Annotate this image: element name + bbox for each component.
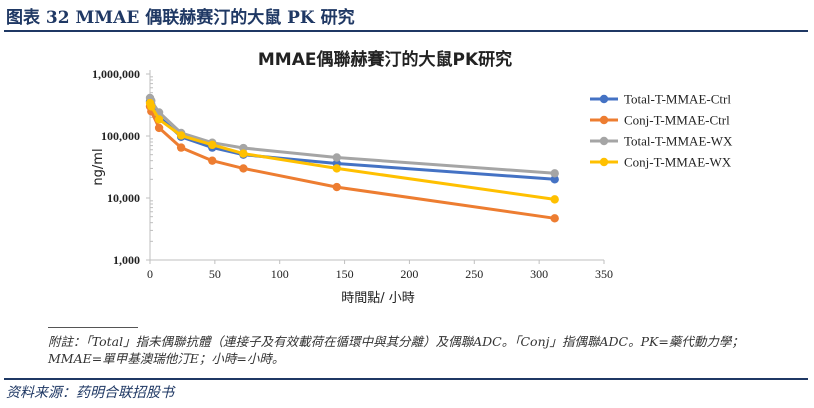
pk-line-chart: MMAE偶聯赫賽汀的大鼠PK研究 ng/ml 時間點/ 小時 1,000 10,0… [91, 49, 733, 306]
data-point-conj-t-mmae-wx [147, 102, 156, 111]
data-point-conj-t-mmae-wx [176, 131, 186, 140]
x-tick-label: 100 [271, 267, 289, 281]
y-tick-label: 10,000 [107, 191, 140, 205]
x-tick-label: 0 [147, 267, 153, 281]
data-point-conj-t-mmae-wx [154, 115, 164, 124]
chart-axes: 1,000 10,000 100,000 1,000,000 0 50 100 150 200 2… [92, 67, 613, 281]
data-point-conj-t-mmae-wx [332, 164, 341, 173]
legend-label-conj-t-mmae-wx: Conj-T-MMAE-WX [624, 155, 732, 170]
x-tick-label: 200 [400, 267, 418, 281]
legend-label-total-t-mmae-wx: Total-T-MMAE-WX [624, 134, 733, 149]
data-point-conj-t-mmae-wx [239, 149, 248, 158]
data-point-total-t-mmae-ctrl [550, 175, 559, 184]
x-tick-label: 300 [530, 267, 548, 281]
data-point-total-t-mmae-wx [332, 153, 341, 162]
source-divider [4, 378, 808, 380]
legend-marker-conj-t-mmae-ctrl [599, 115, 609, 125]
data-point-conj-t-mmae-wx [550, 195, 559, 204]
data-point-conj-t-mmae-ctrl [176, 143, 186, 152]
legend-label-conj-t-mmae-ctrl: Conj-T-MMAE-Ctrl [624, 113, 730, 128]
x-tick-label: 250 [465, 267, 483, 281]
x-axis-label: 時間點/ 小時 [341, 291, 415, 306]
data-point-conj-t-mmae-ctrl [208, 156, 217, 165]
data-point-conj-t-mmae-wx [208, 140, 217, 150]
legend-marker-total-t-mmae-wx [599, 136, 609, 146]
legend-label-total-t-mmae-ctrl: Total-T-MMAE-Ctrl [624, 92, 731, 107]
y-tick-label: 100,000 [101, 129, 140, 143]
data-point-total-t-mmae-wx [550, 169, 559, 178]
y-tick-label: 1,000 [113, 253, 140, 267]
x-tick-label: 150 [336, 267, 354, 281]
source-text: 资料来源：药明合联招股书 [6, 385, 174, 401]
chart-title: MMAE偶聯赫賽汀的大鼠PK研究 [258, 49, 512, 70]
footnote: 附註：「Total」指未偶聯抗體（連接子及有效載荷在循環中與其分離）及偶聯ADC… [48, 334, 744, 366]
chart-legend: Total-T-MMAE-Ctrl Conj-T-MMAE-Ctrl Total-T… [590, 92, 733, 170]
figure-title: 图表 32 MMAE 偶联赫赛汀的大鼠 PK 研究 [6, 8, 355, 28]
x-tick-label: 350 [595, 267, 613, 281]
data-point-conj-t-mmae-ctrl [550, 214, 559, 223]
legend-marker-total-t-mmae-ctrl [599, 94, 609, 104]
data-point-conj-t-mmae-ctrl [332, 182, 341, 192]
series-layer [145, 93, 559, 223]
y-axis-label: ng/ml [91, 148, 106, 185]
legend-marker-conj-t-mmae-wx [599, 157, 609, 167]
y-tick-label: 1,000,000 [92, 67, 140, 81]
data-point-conj-t-mmae-ctrl [239, 164, 248, 173]
data-point-conj-t-mmae-ctrl [154, 123, 164, 133]
x-tick-label: 50 [209, 267, 221, 281]
note-divider [48, 327, 138, 328]
title-divider [4, 30, 808, 32]
